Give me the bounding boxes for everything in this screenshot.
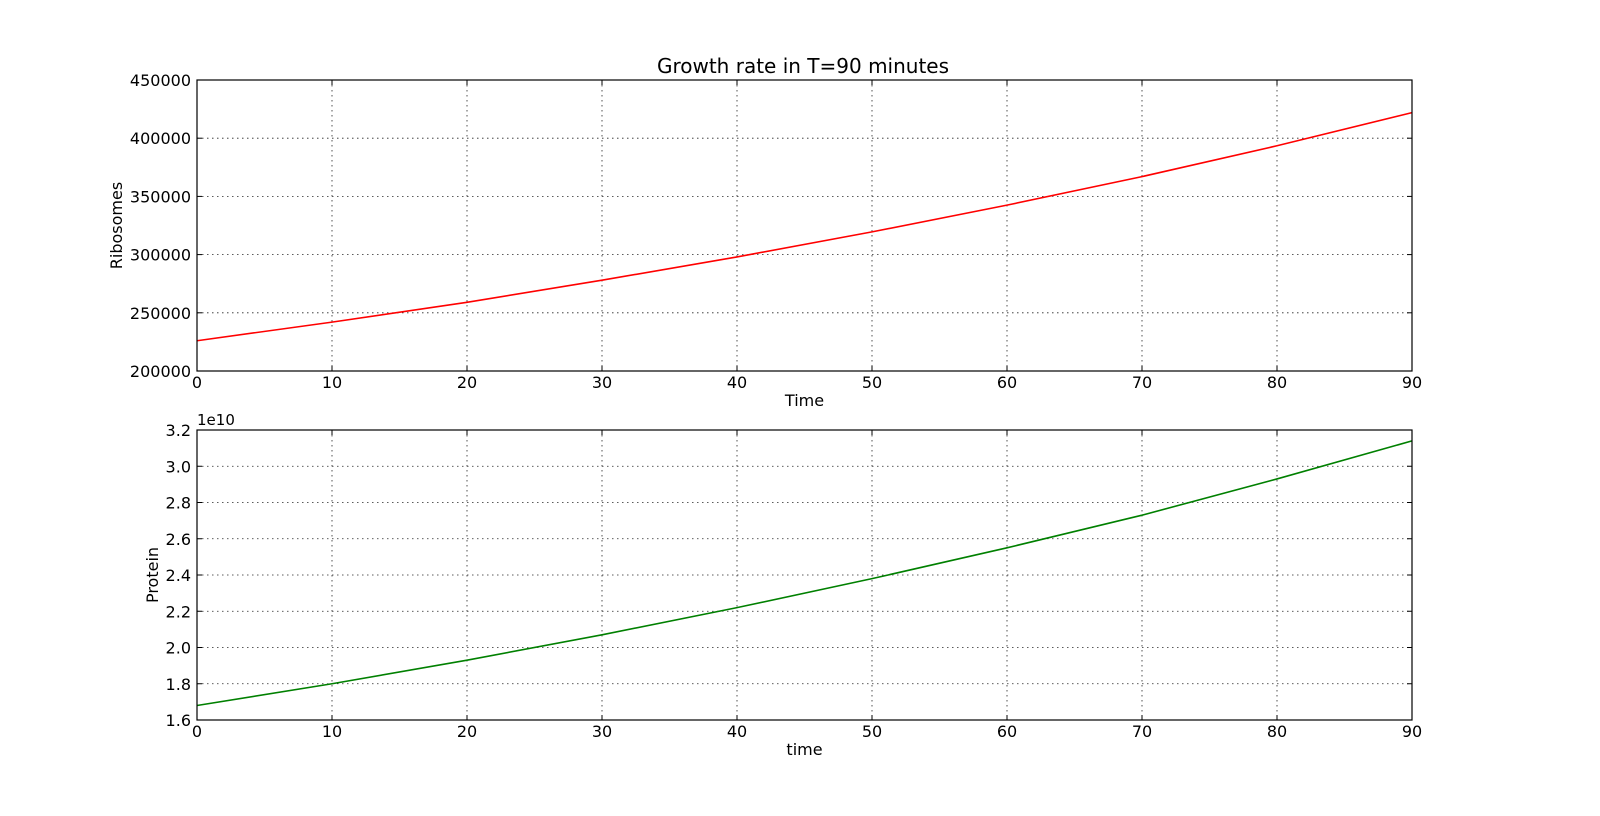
ribosomes-subplot: 0 10 20 30 40 50 60 70 80 90 200000 250000 300000 350… xyxy=(107,71,1422,410)
protein-y-tick-label: 2.4 xyxy=(166,566,191,585)
protein-x-tick-label: 90 xyxy=(1402,722,1422,741)
ribosomes-y-tick-label: 400000 xyxy=(130,129,191,148)
protein-y-tick-label: 2.0 xyxy=(166,639,191,658)
ribosomes-y-tick-label: 250000 xyxy=(130,304,191,323)
ribosomes-x-tick-label: 10 xyxy=(322,373,342,392)
ribosomes-x-axis-label: Time xyxy=(784,391,824,410)
ribosomes-y-tick-label: 350000 xyxy=(130,187,191,206)
protein-x-tick-label: 0 xyxy=(192,722,202,741)
protein-x-axis-label: time xyxy=(786,740,822,759)
protein-x-tick-label: 10 xyxy=(322,722,342,741)
ribosomes-x-tick-label: 70 xyxy=(1132,373,1152,392)
ribosomes-series-line xyxy=(196,111,1413,342)
ribosomes-x-tick-label: 90 xyxy=(1402,373,1422,392)
protein-y-tick-label: 3.2 xyxy=(166,421,191,440)
protein-y-tick-label: 2.2 xyxy=(166,602,191,621)
protein-y-axis-label: Protein xyxy=(143,547,162,603)
protein-y-tick-label: 1.8 xyxy=(166,675,191,694)
protein-y-tick-label: 2.8 xyxy=(166,494,191,513)
ribosomes-x-tick-label: 50 xyxy=(862,373,882,392)
ribosomes-x-tick-label: 80 xyxy=(1267,373,1287,392)
ribosomes-axes-frame xyxy=(196,79,1413,372)
protein-x-tick-label: 80 xyxy=(1267,722,1287,741)
protein-y-tick-label: 3.0 xyxy=(166,457,191,476)
protein-x-tick-label: 20 xyxy=(457,722,477,741)
ribosomes-x-tick-label: 40 xyxy=(727,373,747,392)
protein-x-tick-label: 60 xyxy=(997,722,1017,741)
ribosomes-x-tick-label: 0 xyxy=(192,373,202,392)
ribosomes-x-tick-label: 60 xyxy=(997,373,1017,392)
ribosomes-y-tick-label: 200000 xyxy=(130,362,191,381)
protein-x-tick-label: 50 xyxy=(862,722,882,741)
protein-y-tick-label: 1.6 xyxy=(166,711,191,730)
chart-title: Growth rate in T=90 minutes xyxy=(657,54,949,78)
ribosomes-x-tick-label: 20 xyxy=(457,373,477,392)
ribosomes-y-tick-label: 450000 xyxy=(130,71,191,90)
protein-x-tick-label: 40 xyxy=(727,722,747,741)
ribosomes-x-tick-label: 30 xyxy=(592,373,612,392)
protein-series-line xyxy=(196,440,1413,707)
protein-subplot: 0 10 20 30 40 50 60 70 80 90 1.6 1.8 2.0 2.2 2.4 2.6 2.8… xyxy=(143,411,1422,759)
protein-y-tick-label: 2.6 xyxy=(166,530,191,549)
ribosomes-y-axis-label: Ribosomes xyxy=(107,182,126,269)
protein-axis-offset-label: 1e10 xyxy=(197,411,235,429)
protein-x-tick-label: 70 xyxy=(1132,722,1152,741)
protein-x-tick-label: 30 xyxy=(592,722,612,741)
ribosomes-y-tick-label: 300000 xyxy=(130,246,191,265)
